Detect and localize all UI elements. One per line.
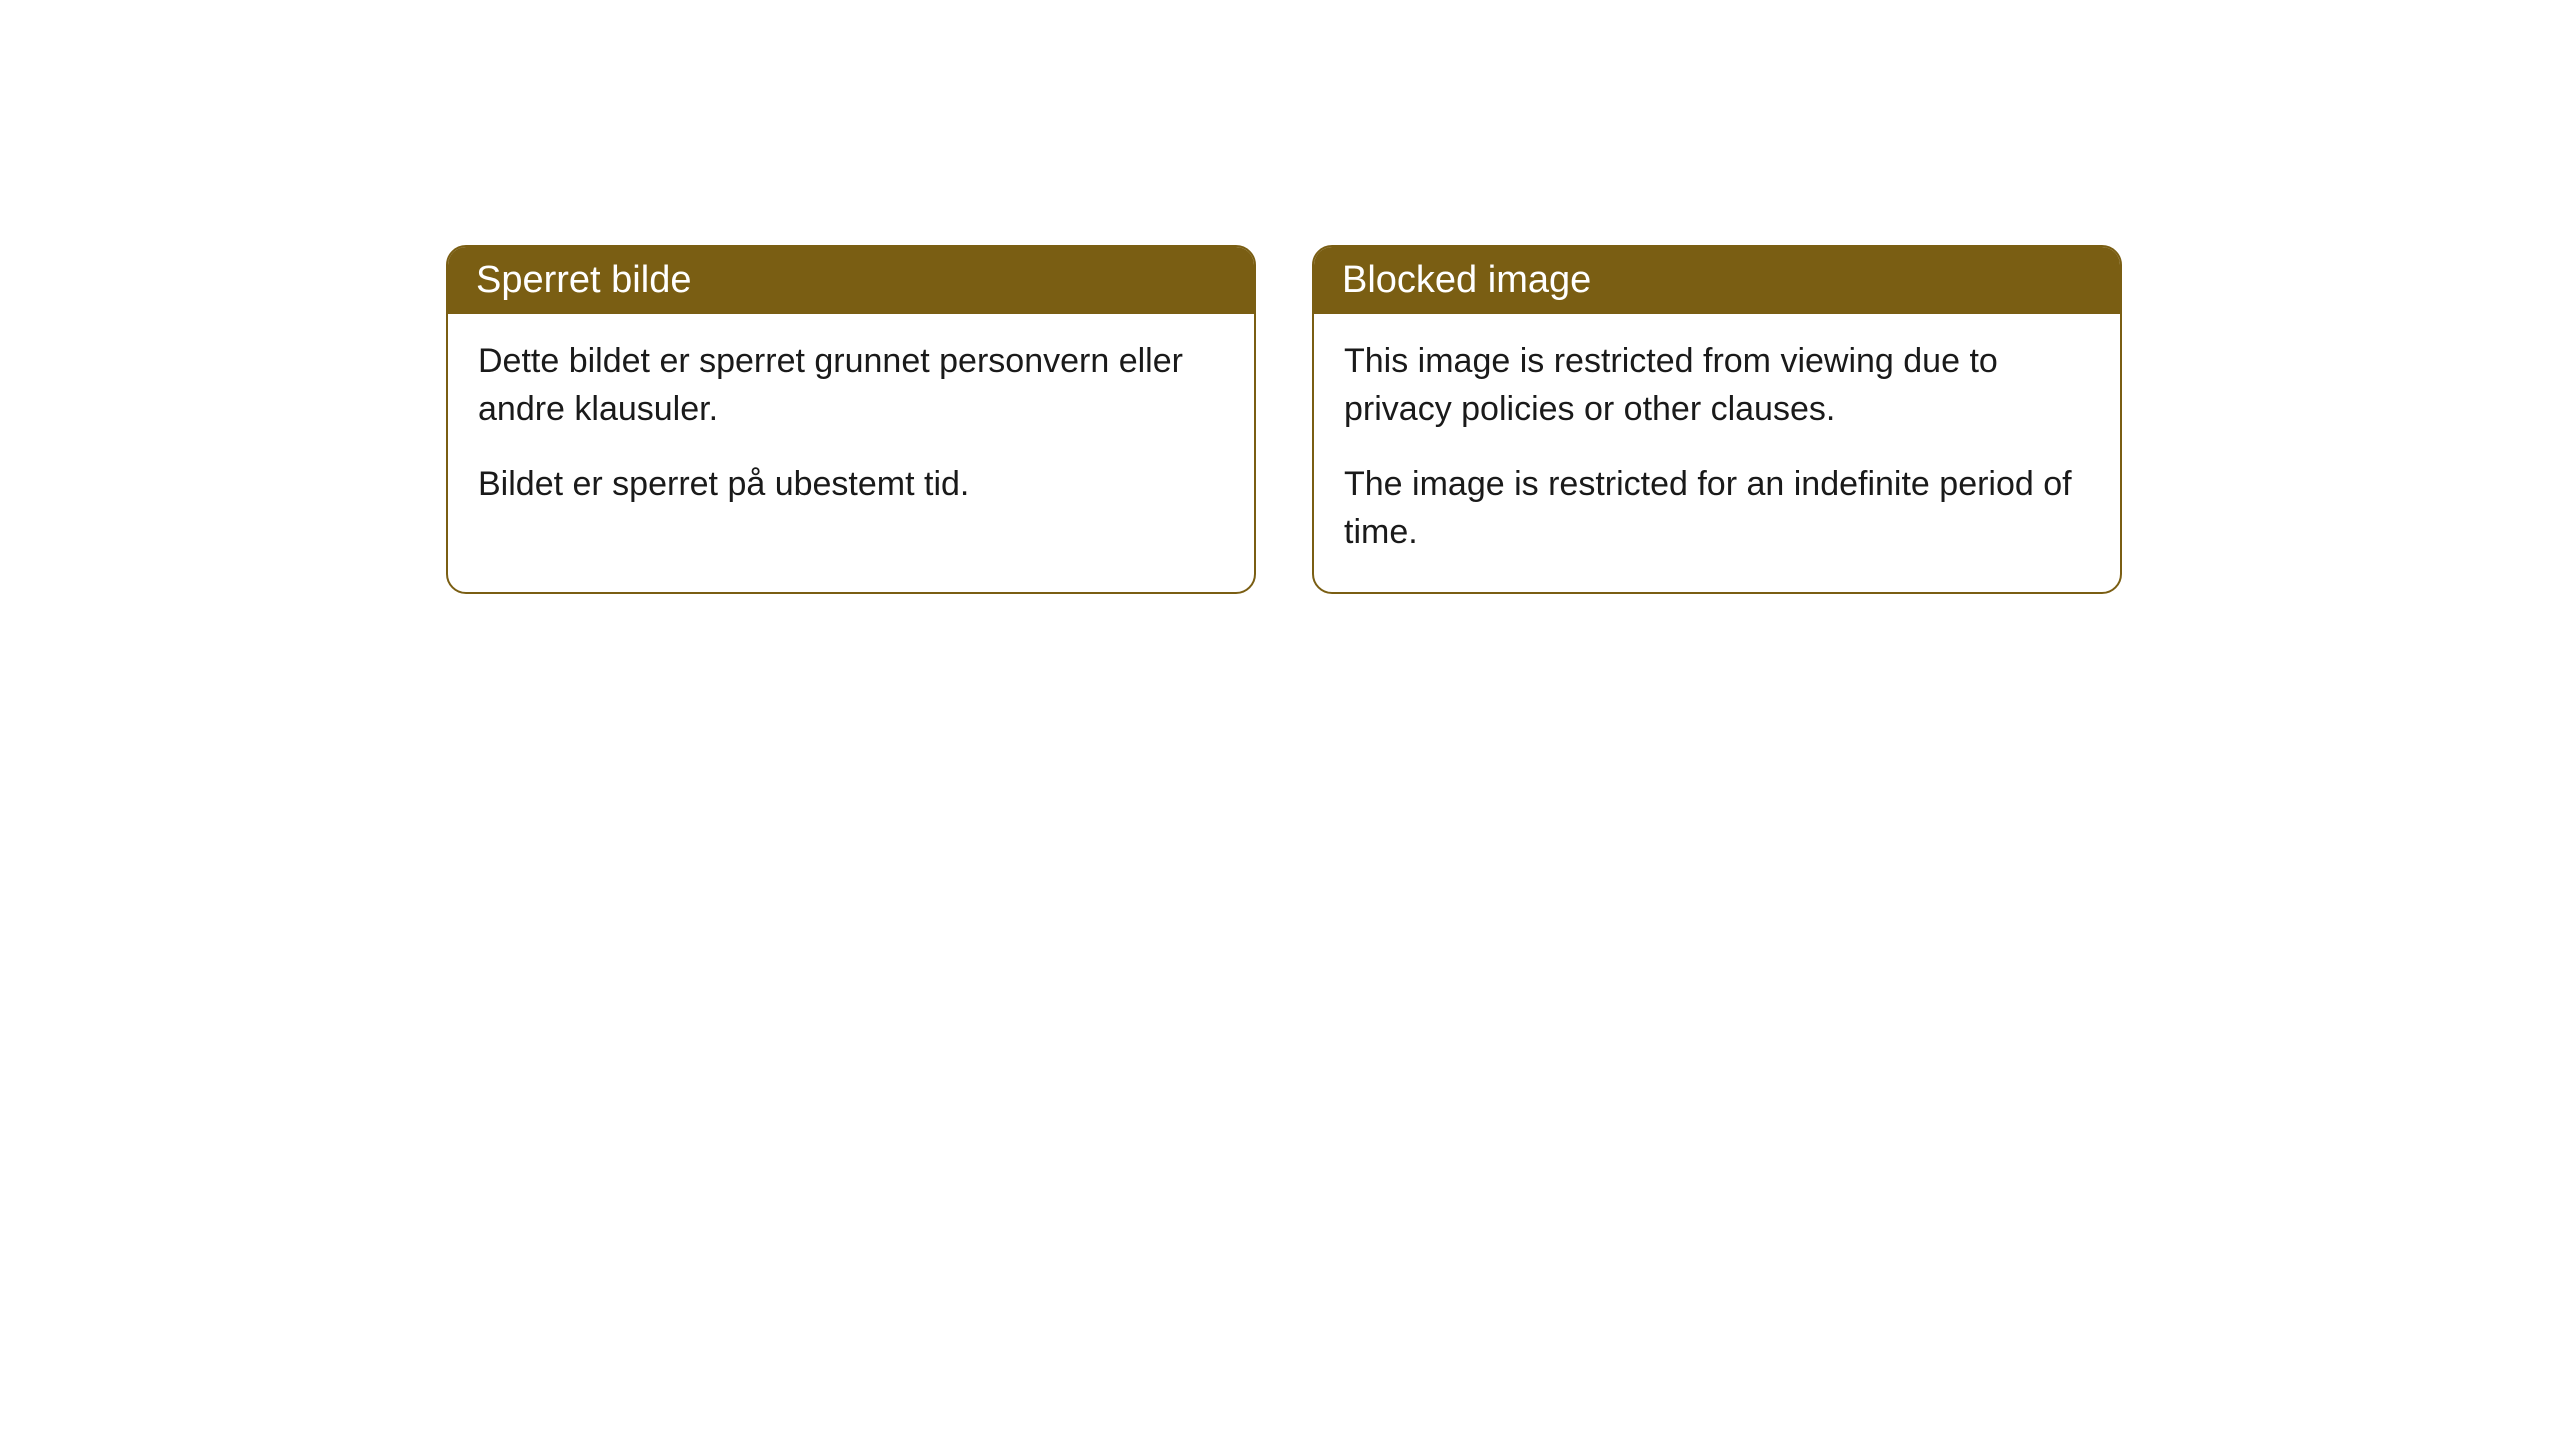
card-header: Sperret bilde: [448, 247, 1254, 314]
card-title: Sperret bilde: [476, 259, 691, 301]
card-paragraph: The image is restricted for an indefinit…: [1344, 461, 2090, 556]
card-header: Blocked image: [1314, 247, 2120, 314]
card-body: Dette bildet er sperret grunnet personve…: [448, 314, 1254, 545]
notice-card-english: Blocked image This image is restricted f…: [1312, 245, 2122, 594]
card-paragraph: Dette bildet er sperret grunnet personve…: [478, 338, 1224, 433]
card-paragraph: This image is restricted from viewing du…: [1344, 338, 2090, 433]
notice-cards-container: Sperret bilde Dette bildet er sperret gr…: [446, 245, 2122, 594]
card-paragraph: Bildet er sperret på ubestemt tid.: [478, 461, 1224, 509]
card-title: Blocked image: [1342, 259, 1591, 301]
notice-card-norwegian: Sperret bilde Dette bildet er sperret gr…: [446, 245, 1256, 594]
card-body: This image is restricted from viewing du…: [1314, 314, 2120, 592]
